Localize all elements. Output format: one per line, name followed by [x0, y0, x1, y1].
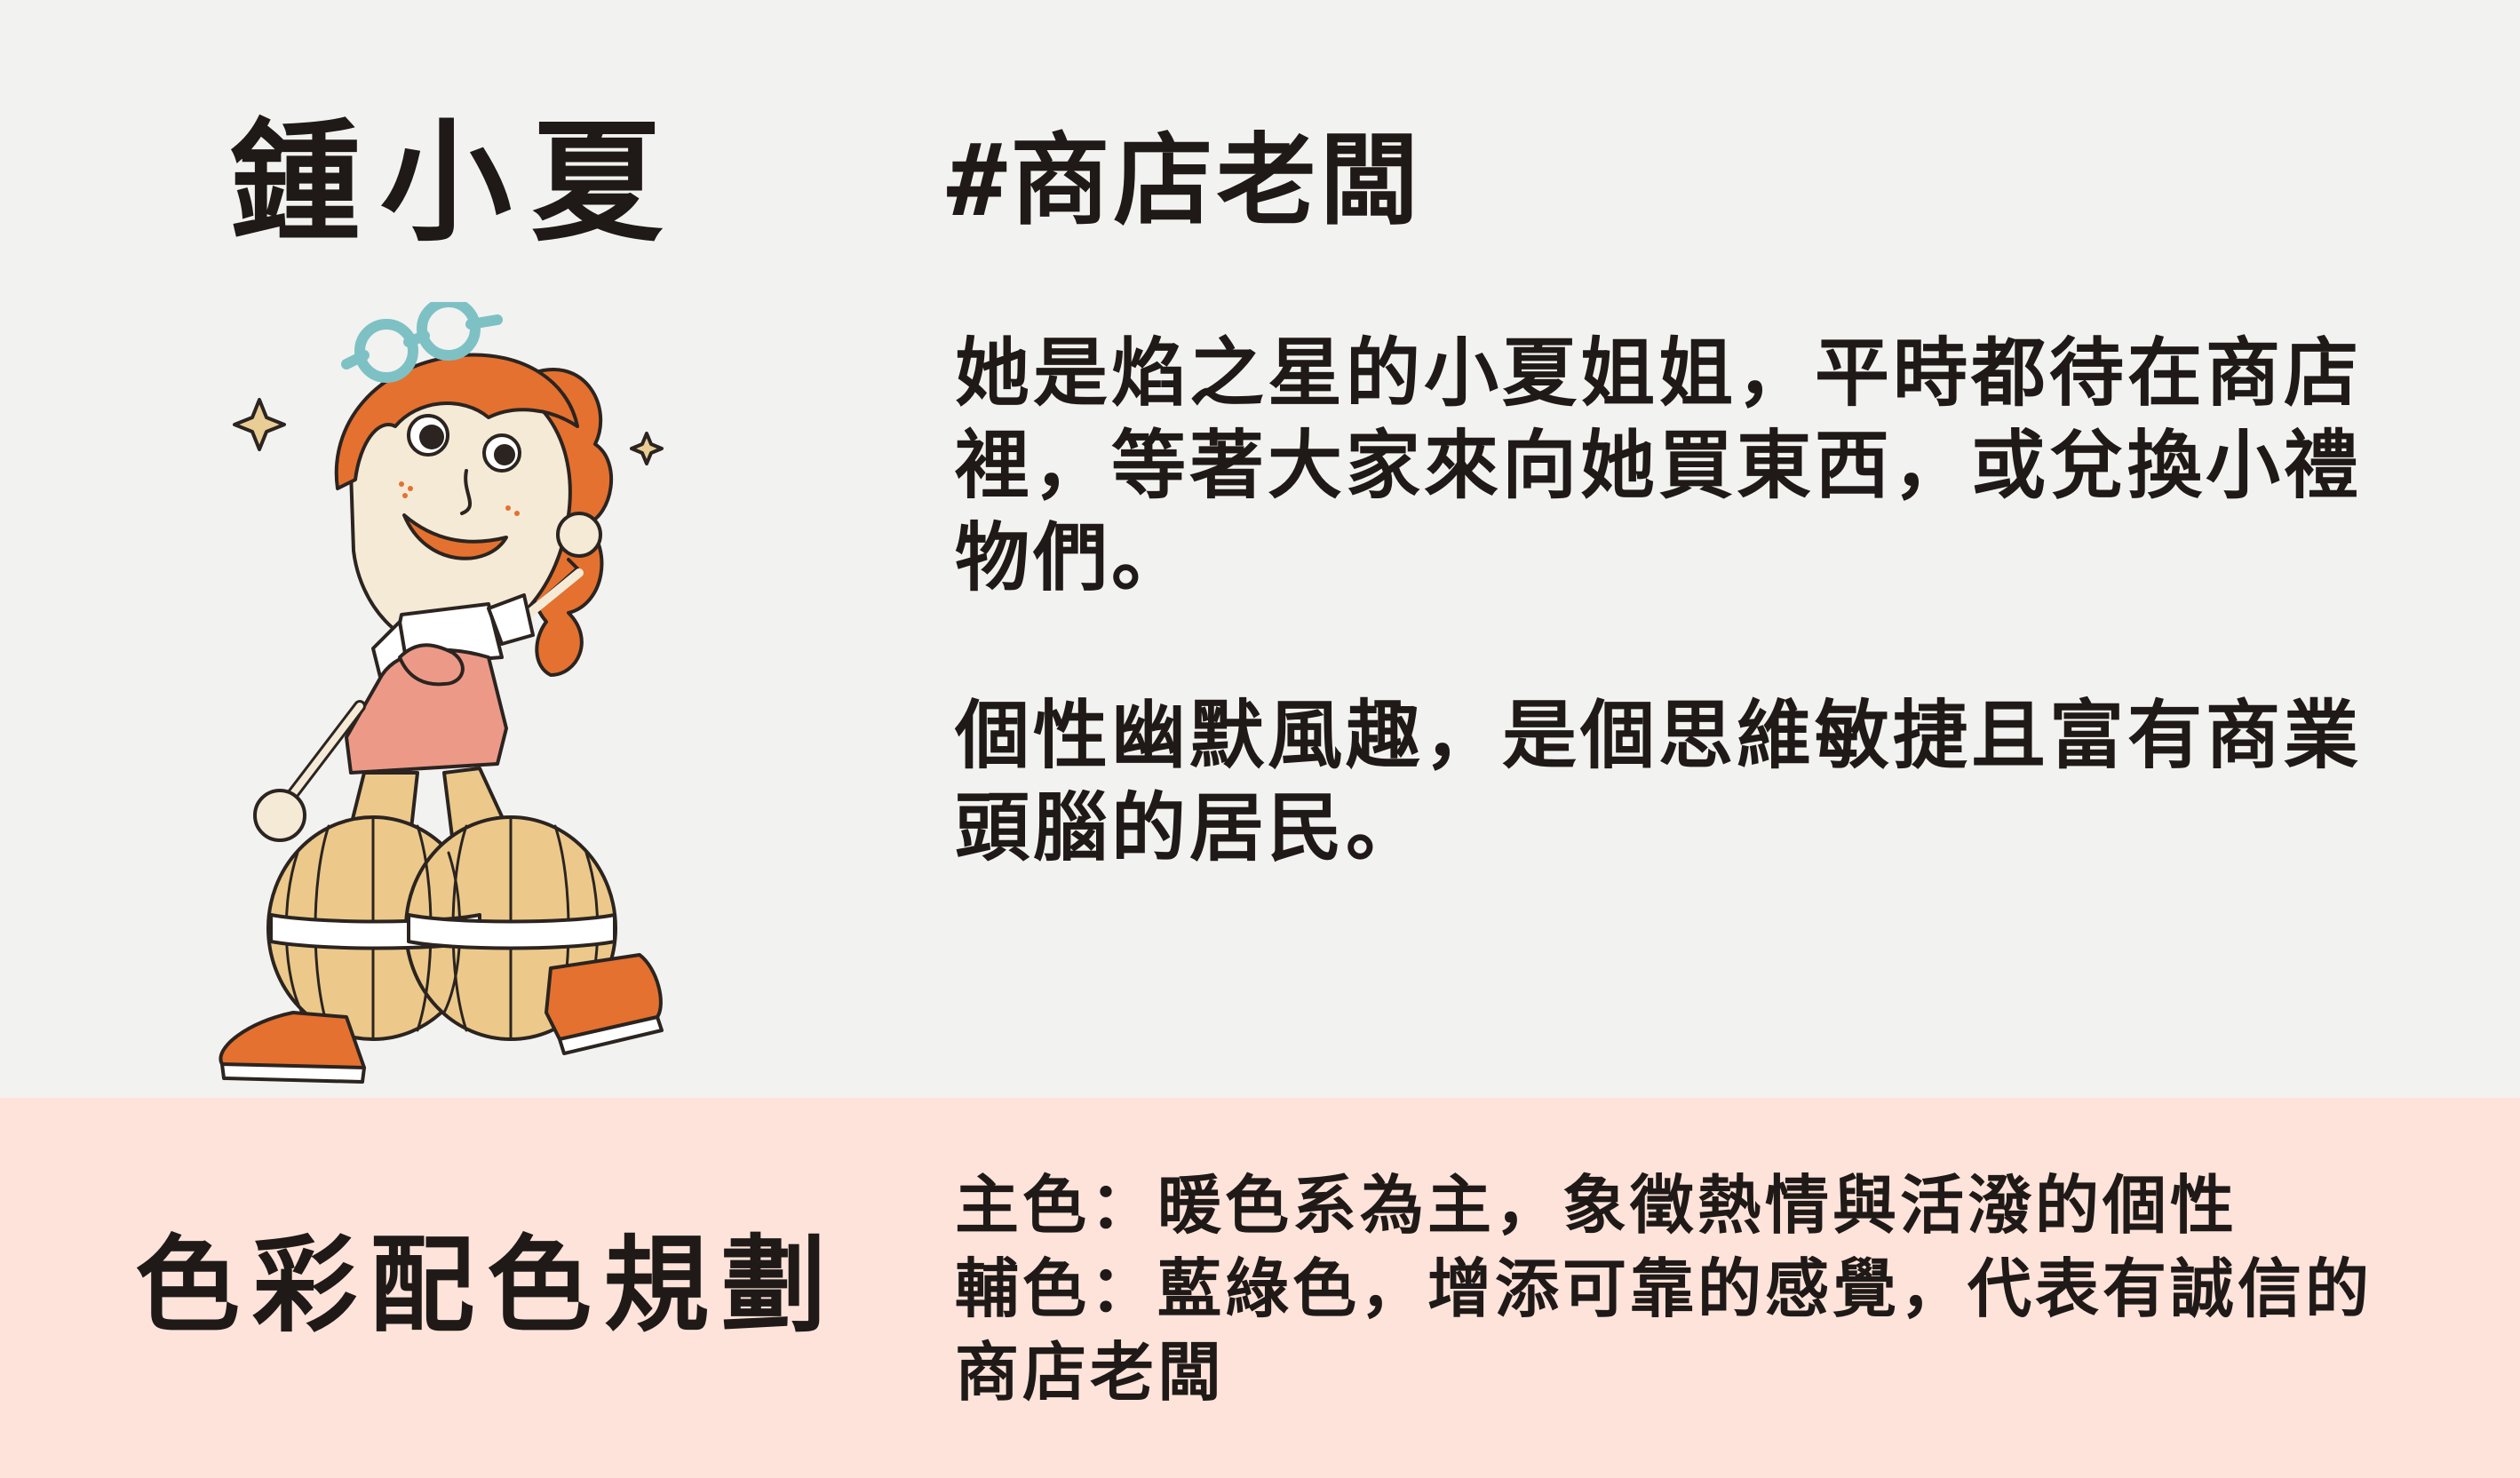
primary-color-note: 主色：暖色系為主，象徵熱情與活潑的個性	[955, 1168, 2238, 1243]
character-description-2: 個性幽默風趣，是個思維敏捷且富有商業頭腦的居民。	[955, 692, 2363, 871]
palette-section	[0, 1098, 2520, 1478]
character-illustration	[219, 302, 664, 1084]
palette-title: 色彩配色規劃	[135, 1224, 839, 1347]
sparkle-icon	[630, 432, 664, 465]
sparkle-icon	[233, 398, 286, 451]
character-tag: #商店老闆	[947, 123, 1423, 239]
secondary-color-note: 輔色：藍綠色，增添可靠的感覺，代表有誠信的商店老闆	[955, 1252, 2373, 1410]
character-name: 鍾小夏	[229, 107, 682, 259]
character-description-1: 她是焰之星的小夏姐姐，平時都待在商店裡，等著大家來向她買東西，或兌換小禮物們。	[955, 330, 2363, 601]
